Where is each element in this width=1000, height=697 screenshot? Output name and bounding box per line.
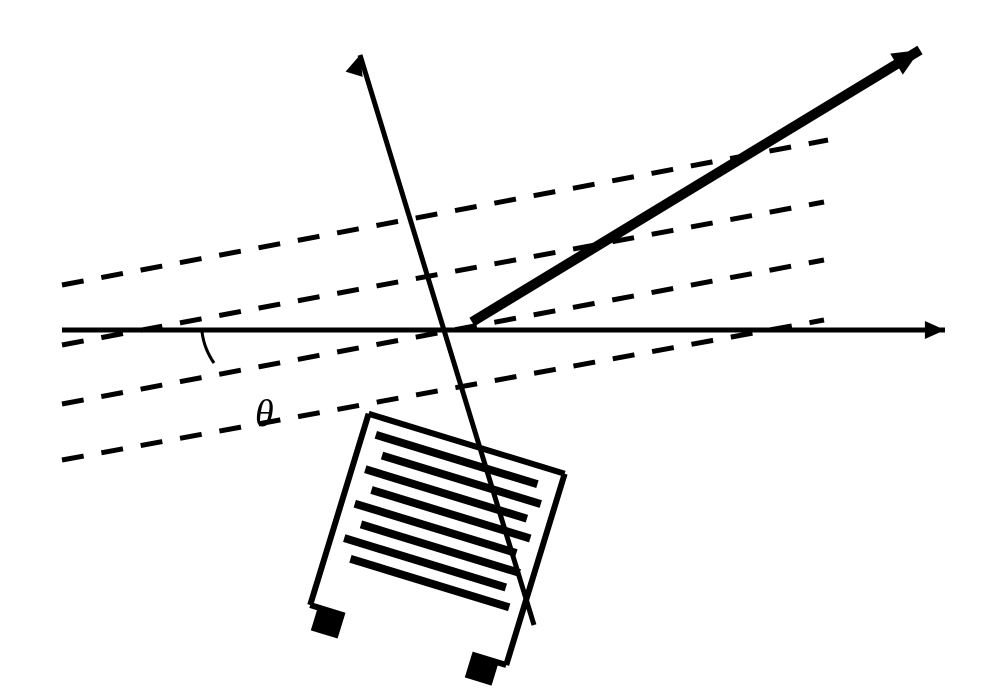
diagram-canvas xyxy=(0,0,1000,697)
angle-theta-label: θ xyxy=(255,392,274,436)
